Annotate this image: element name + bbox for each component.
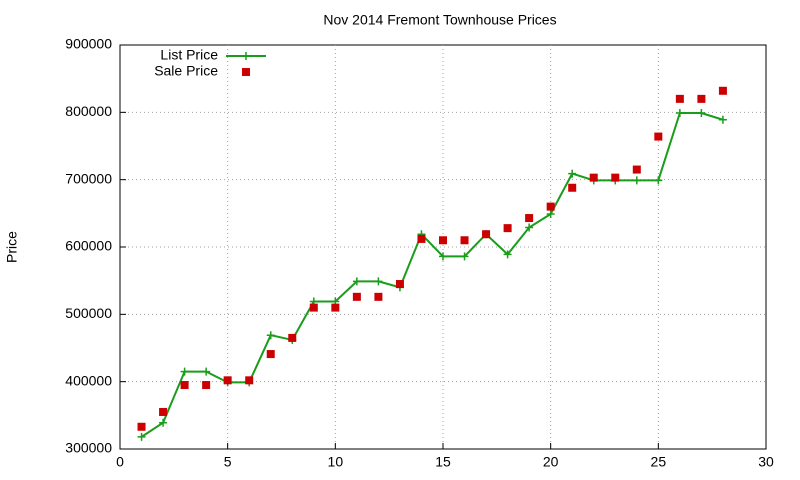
point: [266, 331, 275, 340]
point: [718, 115, 727, 124]
point: [482, 230, 491, 239]
point: [568, 169, 577, 178]
y-tick-label: 600000: [65, 238, 112, 254]
x-tick-label: 20: [543, 454, 559, 470]
point: [718, 86, 727, 95]
point: [159, 407, 168, 416]
point: [675, 94, 684, 103]
x-tick-label: 30: [758, 454, 774, 470]
point: [439, 252, 447, 261]
point: [223, 376, 232, 385]
point: [180, 367, 189, 376]
x-tick-label: 10: [328, 454, 344, 470]
point: [589, 173, 598, 182]
point: [525, 214, 534, 223]
legend-label: Sale Price: [154, 63, 218, 79]
y-axis-label: Price: [4, 231, 20, 263]
point: [632, 165, 641, 174]
point: [546, 202, 555, 211]
y-tick-label: 500000: [65, 305, 112, 321]
point: [697, 109, 706, 118]
point: [460, 236, 469, 245]
x-tick-label: 5: [224, 454, 232, 470]
point: [202, 381, 211, 390]
x-tick-label: 15: [435, 454, 451, 470]
y-tick-label: 800000: [65, 103, 112, 119]
point: [417, 234, 426, 243]
point: [503, 250, 512, 259]
point: [374, 292, 383, 301]
point: [352, 277, 361, 286]
legend-swatch: [242, 68, 250, 76]
point: [309, 303, 318, 312]
point: [632, 176, 641, 185]
point: [331, 303, 340, 312]
legend-label: List Price: [160, 47, 218, 63]
x-tick-label: 0: [116, 454, 124, 470]
y-tick-label: 900000: [65, 36, 112, 52]
point: [137, 432, 146, 441]
point: [675, 109, 684, 118]
point: [525, 223, 534, 232]
point: [439, 236, 447, 245]
point: [611, 173, 620, 182]
point: [159, 418, 168, 427]
series-line: [140, 112, 724, 438]
point: [460, 252, 469, 261]
y-tick-label: 300000: [65, 440, 112, 456]
point: [697, 94, 706, 103]
point: [654, 132, 663, 141]
point: [288, 333, 297, 342]
y-tick-label: 400000: [65, 372, 112, 388]
point: [352, 292, 361, 301]
point: [374, 277, 383, 286]
x-tick-label: 25: [651, 454, 667, 470]
point: [654, 176, 663, 185]
point: [180, 381, 189, 390]
y-tick-label: 700000: [65, 170, 112, 186]
legend-swatch: [242, 52, 250, 60]
point: [266, 350, 275, 359]
chart-title: Nov 2014 Fremont Townhouse Prices: [323, 12, 556, 28]
point: [202, 367, 211, 376]
point: [546, 210, 555, 219]
point: [245, 376, 254, 385]
point: [568, 183, 577, 192]
point: [137, 422, 146, 431]
point: [395, 280, 404, 289]
point: [503, 224, 512, 233]
